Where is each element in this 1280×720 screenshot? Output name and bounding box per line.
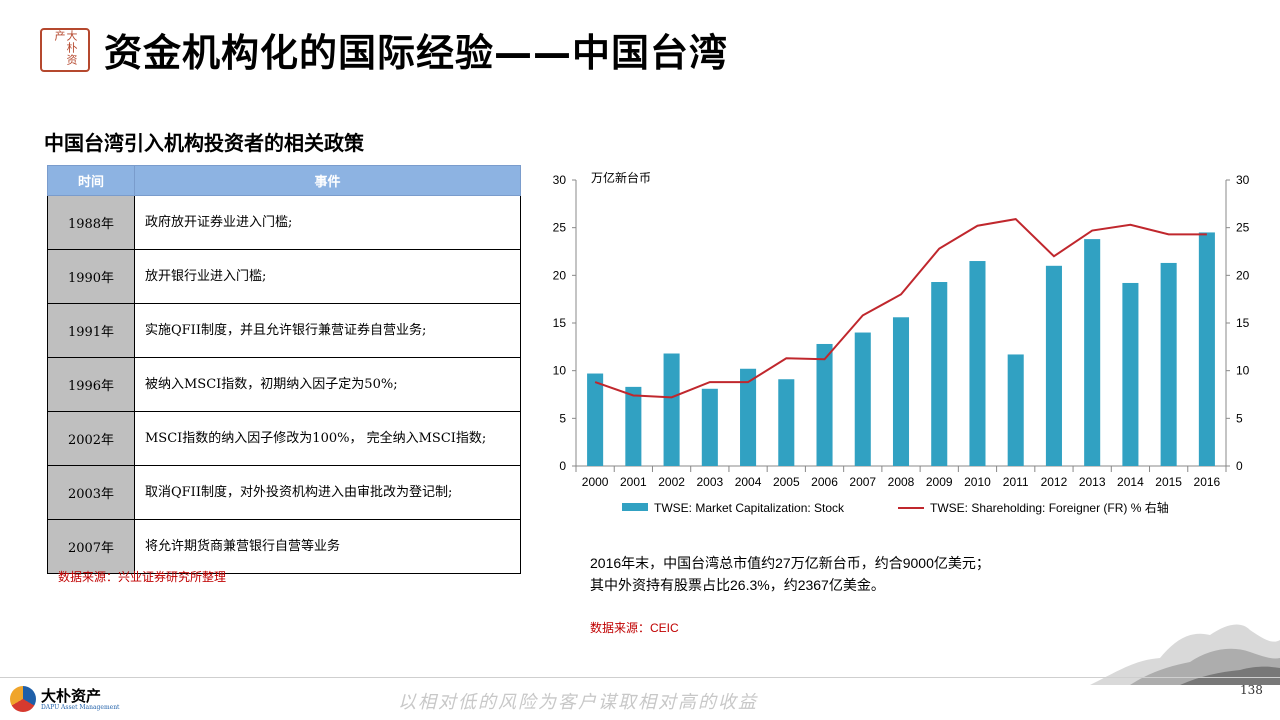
row-event: 取消QFII制度，对外投资机构进入由审批改为登记制; [134,465,521,520]
footer-logo: 大朴资产 DAPU Asset Management [10,686,119,712]
right-y-tick-label: 30 [1236,173,1250,187]
column-header-event: 事件 [134,165,521,196]
footer-divider [0,677,1280,678]
x-tick-label: 2006 [811,475,838,489]
left-y-tick-label: 20 [553,268,567,282]
bar [740,368,757,466]
legend-label-foreign-share: TWSE: Shareholding: Foreigner (FR) % 右轴 [930,500,1169,515]
x-tick-label: 2003 [696,475,723,489]
table-source: 数据来源：兴业证券研究所整理 [58,570,227,584]
seal-text: 大朴资产 [53,30,78,66]
table-row: 2003年 取消QFII制度，对外投资机构进入由审批改为登记制; [47,465,521,520]
row-year: 2007年 [47,519,135,574]
footer-slogan: 以相对低的风险为客户谋取相对高的收益 [398,692,758,713]
company-seal-logo: 大朴资产 [40,28,90,72]
x-tick-label: 2000 [582,475,609,489]
bar [969,261,986,466]
row-year: 1996年 [47,357,135,412]
x-tick-label: 2015 [1155,475,1182,489]
legend-label-market-cap: TWSE: Market Capitalization: Stock [654,501,845,515]
summary-line-2: 其中外资持有股票占比26.3%，约2367亿美金。 [590,577,885,593]
ink-mountain-decoration [1090,624,1280,685]
foreign-share-line [594,218,1207,399]
left-y-tick-label: 0 [559,459,566,473]
row-event: MSCI指数的纳入因子修改为100%， 完全纳入MSCI指数; [134,411,521,466]
legend-swatch-market-cap [622,503,648,511]
row-year: 2003年 [47,465,135,520]
bar [587,373,604,466]
policy-table: 时间 事件 1988年 政府放开证券业进入门槛; 1990年 放开银行业进入门槛… [47,165,521,574]
bar [1160,262,1177,466]
bar [931,282,948,466]
left-y-tick-label: 10 [553,364,567,378]
right-y-tick-label: 25 [1236,221,1250,235]
summary-note: 2016年末，中国台湾总市值约27万亿新台币，约合9000亿美元； 其中外资持有… [590,552,990,596]
row-event: 将允许期货商兼营银行自营等业务 [134,519,521,574]
row-event: 实施QFII制度，并且允许银行兼营证券自营业务; [134,303,521,358]
logo-icon [10,686,36,712]
x-tick-label: 2007 [849,475,876,489]
x-tick-label: 2013 [1079,475,1106,489]
bar [1122,282,1139,466]
row-year: 1991年 [47,303,135,358]
row-event: 被纳入MSCI指数，初期纳入因子定为50%; [134,357,521,412]
right-y-tick-label: 5 [1236,411,1243,425]
left-y-tick-label: 5 [559,411,566,425]
table-row: 1988年 政府放开证券业进入门槛; [47,195,521,250]
right-y-tick-label: 20 [1236,268,1250,282]
right-y-tick-label: 15 [1236,316,1250,330]
left-y-tick-label: 30 [553,173,567,187]
bar [625,386,642,466]
bar [1198,232,1215,466]
row-year: 2002年 [47,411,135,466]
bar [1045,265,1062,466]
right-y-tick-label: 0 [1236,459,1243,473]
row-event: 政府放开证券业进入门槛; [134,195,521,250]
bar [1007,354,1024,466]
page-title: 资金机构化的国际经验——中国台湾 [104,31,729,75]
bar [663,353,680,466]
bar [778,379,795,466]
row-event: 放开银行业进入门槛; [134,249,521,304]
x-tick-label: 2009 [926,475,953,489]
summary-line-1: 2016年末，中国台湾总市值约27万亿新台币，约合9000亿美元； [590,555,990,571]
left-y-tick-label: 15 [553,316,567,330]
table-row: 2007年 将允许期货商兼营银行自营等业务 [47,519,521,574]
bar [892,317,910,466]
bar [1084,239,1101,466]
x-tick-label: 2014 [1117,475,1144,489]
table-row: 1996年 被纳入MSCI指数，初期纳入因子定为50%; [47,357,521,412]
policy-table-header: 时间 事件 [47,165,521,196]
x-tick-label: 2008 [888,475,915,489]
x-tick-label: 2002 [658,475,685,489]
page-number: 138 [1240,683,1263,697]
x-tick-label: 2004 [735,475,762,489]
left-y-tick-label: 25 [553,221,567,235]
x-tick-label: 2012 [1041,475,1068,489]
table-row: 2002年 MSCI指数的纳入因子修改为100%， 完全纳入MSCI指数; [47,411,521,466]
table-row: 1990年 放开银行业进入门槛; [47,249,521,304]
policy-subtitle: 中国台湾引入机构投资者的相关政策 [44,131,364,155]
x-tick-label: 2010 [964,475,991,489]
logo-name-en: DAPU Asset Management [41,703,120,711]
x-tick-label: 2011 [1003,475,1029,489]
table-row: 1991年 实施QFII制度，并且允许银行兼营证券自营业务; [47,303,521,358]
column-header-time: 时间 [47,165,135,196]
chart-unit-label: 万亿新台币 [591,170,651,185]
logo-name-cn: 大朴资产 [41,686,102,705]
row-year: 1988年 [47,195,135,250]
x-tick-label: 2005 [773,475,800,489]
market-cap-chart: 万亿新台币 0 0 5 5 10 10 15 15 20 20 25 25 30 30 2000 2001 20… [553,170,1250,515]
bar [701,388,718,466]
x-tick-label: 2001 [620,475,647,489]
x-tick-label: 2016 [1194,475,1221,489]
right-y-tick-label: 10 [1236,364,1250,378]
chart-source: 数据来源：CEIC [590,621,679,635]
bar [816,343,833,466]
bar [854,332,871,466]
row-year: 1990年 [47,249,135,304]
